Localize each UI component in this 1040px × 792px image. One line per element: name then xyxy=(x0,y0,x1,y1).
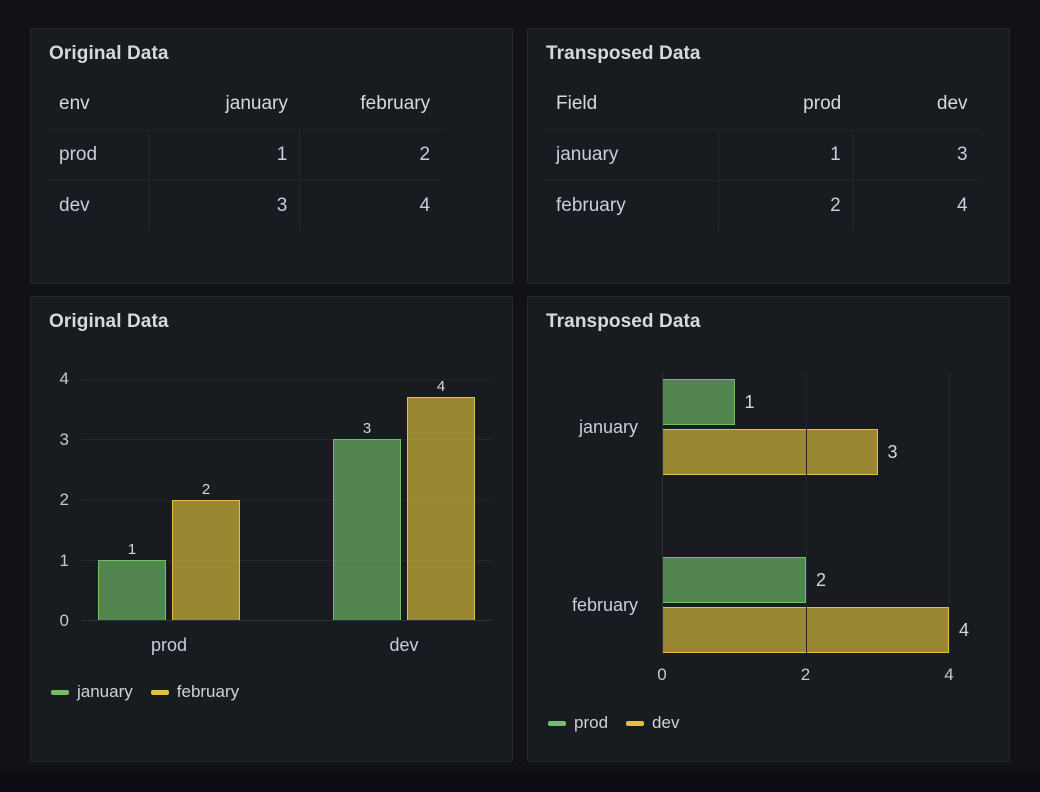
legend-swatch-january xyxy=(51,689,69,695)
legend-item-january[interactable]: january xyxy=(51,682,133,702)
legend-swatch-dev xyxy=(626,720,645,726)
panel-title[interactable]: Original Data xyxy=(49,311,169,332)
y-tick-label: 4 xyxy=(59,369,69,388)
legend-swatch-prod xyxy=(548,720,566,726)
legend: january february xyxy=(47,682,496,702)
cell-january: 1 xyxy=(149,129,300,181)
legend-label: prod xyxy=(574,713,609,732)
cell-field: february xyxy=(556,195,626,216)
bar-february-prod xyxy=(172,499,240,620)
bar-january-dev xyxy=(333,439,401,620)
bar-value-label: 2 xyxy=(201,480,211,498)
bar-february-dev xyxy=(407,397,475,620)
table-row-dev[interactable]: dev 3 4 xyxy=(47,180,443,231)
column-header-env[interactable]: env xyxy=(47,79,150,130)
legend-label: february xyxy=(176,682,240,701)
cell-february: 4 xyxy=(299,180,443,231)
bar-group-january: 1 3 xyxy=(663,379,949,475)
bar-value-label: 1 xyxy=(127,540,137,558)
horizontal-bar-chart: january february 1 xyxy=(544,373,993,733)
x-tick-label: 0 xyxy=(657,665,667,684)
cell-january: 3 xyxy=(149,180,300,231)
x-tick-label: 2 xyxy=(800,665,811,684)
panel-title[interactable]: Transposed Data xyxy=(546,311,701,332)
legend-swatch-february xyxy=(150,689,169,695)
transposed-data-table: Field prod dev january 1 3 february 2 4 xyxy=(544,79,980,231)
panel-header[interactable]: Transposed Data xyxy=(544,309,993,333)
window-bottom-edge xyxy=(0,772,1040,792)
x-category-label: dev xyxy=(389,635,419,655)
bar-group-prod: 1 2 xyxy=(95,379,243,620)
panel-transposed-data-chart: Transposed Data january february xyxy=(527,296,1010,762)
column-header-dev[interactable]: dev xyxy=(853,79,980,130)
y-tick-label: 0 xyxy=(59,611,69,630)
column-header-january[interactable]: january xyxy=(149,79,300,130)
bar-value-label: 4 xyxy=(436,378,446,395)
cell-env: prod xyxy=(47,129,150,181)
y-category-label: january xyxy=(578,416,638,437)
panel-original-data-chart: Original Data 4 3 2 1 0 xyxy=(30,296,513,762)
legend: prod dev xyxy=(544,713,993,733)
panel-original-data-table: Original Data env january february prod … xyxy=(30,28,513,284)
column-header-prod[interactable]: prod xyxy=(718,79,854,130)
bar-january-prod xyxy=(98,559,166,620)
y-tick-label: 3 xyxy=(59,429,69,449)
table-row-january[interactable]: january 1 3 xyxy=(544,129,980,181)
gridline xyxy=(81,559,492,561)
cell-february: 2 xyxy=(299,129,443,181)
gridline xyxy=(81,439,492,441)
bar-value-label: 4 xyxy=(959,619,970,640)
column-header-field[interactable]: Field xyxy=(544,79,719,130)
bar-value-label: 1 xyxy=(744,391,755,412)
plot-area: 1 3 2 xyxy=(662,373,969,653)
plot-area: 1 2 3 xyxy=(81,379,492,621)
y-category-label: february xyxy=(571,594,638,615)
table-row-prod[interactable]: prod 1 2 xyxy=(47,129,443,181)
bar-prod-january xyxy=(663,379,735,425)
panel-header[interactable]: Original Data xyxy=(47,41,496,65)
bar-dev-january xyxy=(663,429,878,475)
cell-dev: 4 xyxy=(852,180,980,231)
panel-title[interactable]: Transposed Data xyxy=(546,43,701,64)
table-row-february[interactable]: february 2 4 xyxy=(544,180,980,231)
panel-header[interactable]: Transposed Data xyxy=(544,41,993,65)
x-tick-label: 4 xyxy=(944,665,954,684)
legend-label: dev xyxy=(652,713,680,732)
bar-value-label: 3 xyxy=(362,420,372,438)
panel-grid: Original Data env january february prod … xyxy=(30,28,1010,762)
x-category-label: prod xyxy=(150,635,188,655)
bar-value-label: 3 xyxy=(887,441,898,462)
y-axis: 4 3 2 1 0 xyxy=(47,369,81,630)
y-axis: january february xyxy=(544,373,662,653)
x-axis: 0 2 4 xyxy=(657,665,953,687)
gridline xyxy=(949,373,950,653)
gridline xyxy=(81,499,492,501)
cell-dev: 3 xyxy=(852,129,980,181)
gridline xyxy=(81,379,492,380)
cell-field: january xyxy=(544,129,719,181)
legend-item-february[interactable]: february xyxy=(150,682,240,702)
y-tick-label: 2 xyxy=(59,490,69,509)
table-header-row: Field prod dev xyxy=(544,79,980,130)
panel-transposed-data-table: Transposed Data Field prod dev january 1… xyxy=(527,28,1010,284)
vertical-bar-chart: 4 3 2 1 0 1 xyxy=(47,369,496,702)
cell-env: dev xyxy=(59,195,90,216)
bar-prod-february xyxy=(663,557,806,603)
cell-prod: 1 xyxy=(717,129,854,181)
legend-item-dev[interactable]: dev xyxy=(626,713,679,733)
legend-label: january xyxy=(77,682,133,701)
legend-item-prod[interactable]: prod xyxy=(548,713,608,733)
original-data-table: env january february prod 1 2 dev 3 4 xyxy=(47,79,443,231)
cell-prod: 2 xyxy=(717,180,854,231)
column-header-february[interactable]: february xyxy=(299,79,443,130)
table-header-row: env january february xyxy=(47,79,443,130)
x-axis: prod dev xyxy=(81,635,492,656)
panel-header[interactable]: Original Data xyxy=(47,309,496,333)
panel-title[interactable]: Original Data xyxy=(49,43,169,64)
bar-group-dev: 3 4 xyxy=(330,379,478,620)
gridline xyxy=(806,373,807,653)
bar-value-label: 2 xyxy=(816,569,827,590)
y-tick-label: 1 xyxy=(59,550,69,570)
